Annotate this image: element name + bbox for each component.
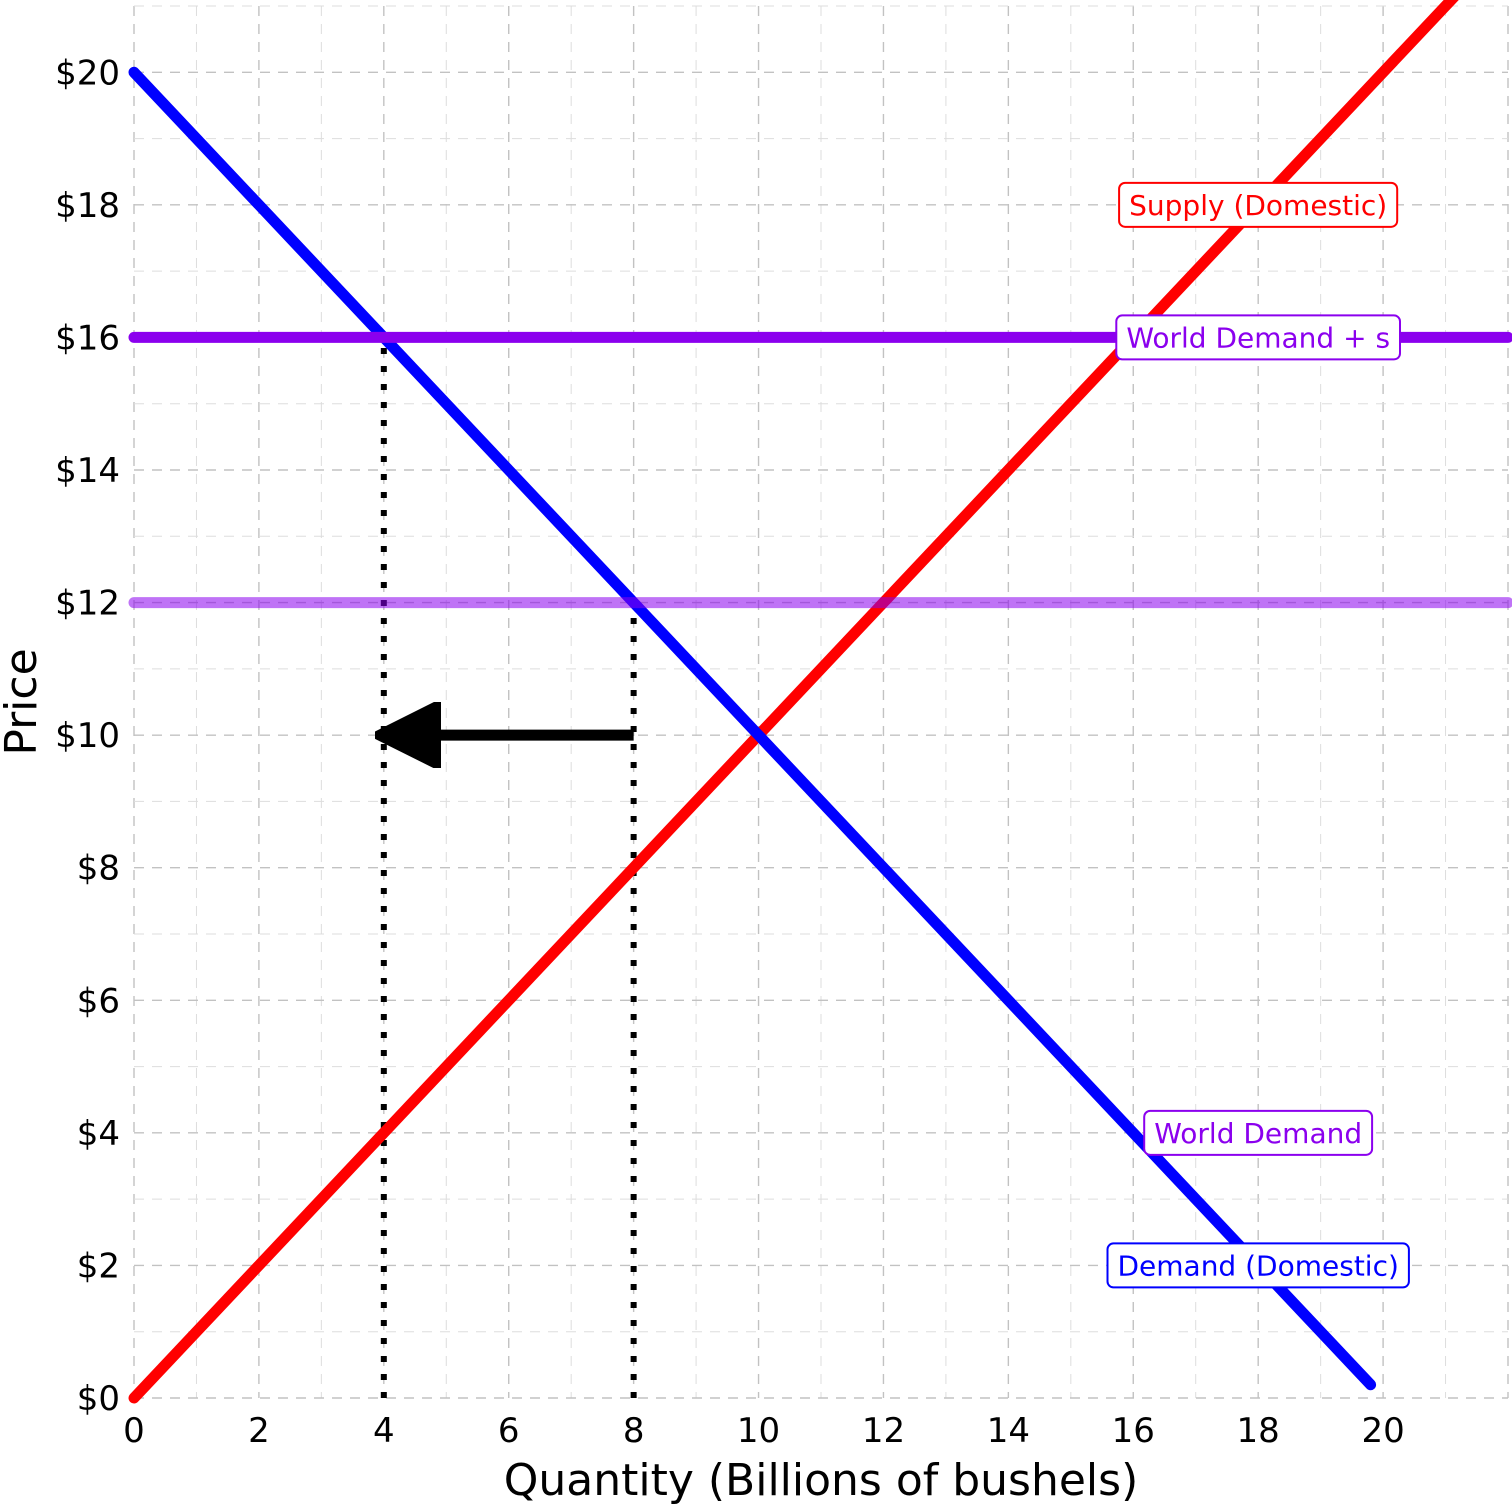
label-text-demand: Demand (Domestic) <box>1117 1249 1398 1282</box>
x-tick-label: 10 <box>737 1411 780 1451</box>
y-axis-title: Price <box>0 648 47 755</box>
label-supply: Supply (Domestic) <box>1118 181 1399 228</box>
y-tick-label: $8 <box>77 849 120 889</box>
x-tick-label: 18 <box>1237 1411 1280 1451</box>
label-box-supply <box>1118 181 1399 228</box>
y-tick-label: $20 <box>55 53 120 93</box>
series-labels: Supply (Domestic) World Demand + s World D… <box>1106 181 1410 1289</box>
x-tick-label: 0 <box>123 1411 145 1451</box>
x-tick-label: 16 <box>1112 1411 1155 1451</box>
label-text-world_demand: World Demand <box>1154 1117 1362 1150</box>
x-tick-label: 12 <box>862 1411 905 1451</box>
label-text-supply: Supply (Domestic) <box>1129 189 1387 222</box>
x-tick-label: 2 <box>248 1411 270 1451</box>
x-tick-label: 6 <box>498 1411 520 1451</box>
label-text-world_demand_s: World Demand + s <box>1126 321 1390 354</box>
x-tick-label: 14 <box>987 1411 1030 1451</box>
y-tick-label: $12 <box>55 584 120 624</box>
series-line-demand <box>128 66 1377 1391</box>
x-axis-title: Quantity (Billions of bushels) <box>504 1455 1139 1506</box>
y-tick-label: $16 <box>55 318 120 358</box>
label-demand: Demand (Domestic) <box>1106 1242 1410 1289</box>
x-tick-label: 8 <box>623 1411 645 1451</box>
y-tick-label: $4 <box>77 1114 120 1154</box>
label-world_demand: World Demand <box>1143 1109 1374 1156</box>
y-tick-label: $2 <box>77 1246 120 1286</box>
x-tick-label: 20 <box>1361 1411 1404 1451</box>
label-box-demand <box>1106 1242 1410 1289</box>
x-tick-label: 4 <box>373 1411 395 1451</box>
axis-ticks: 0 2 4 6 8 10 12 14 16 18 20 $0 $2 $4 $6 $8 $10 $12 $14 $16 $… <box>55 53 1405 1451</box>
label-box-world_demand <box>1143 1109 1374 1156</box>
label-box-world_demand_s <box>1115 314 1402 361</box>
y-tick-label: $0 <box>77 1379 120 1419</box>
y-tick-label: $18 <box>55 186 120 226</box>
y-tick-label: $14 <box>55 451 120 491</box>
y-tick-label: $6 <box>77 981 120 1021</box>
y-tick-label: $10 <box>55 716 120 756</box>
grid <box>133 5 1509 1399</box>
label-world_demand_s: World Demand + s <box>1115 314 1402 361</box>
reference-lines <box>380 337 637 1398</box>
